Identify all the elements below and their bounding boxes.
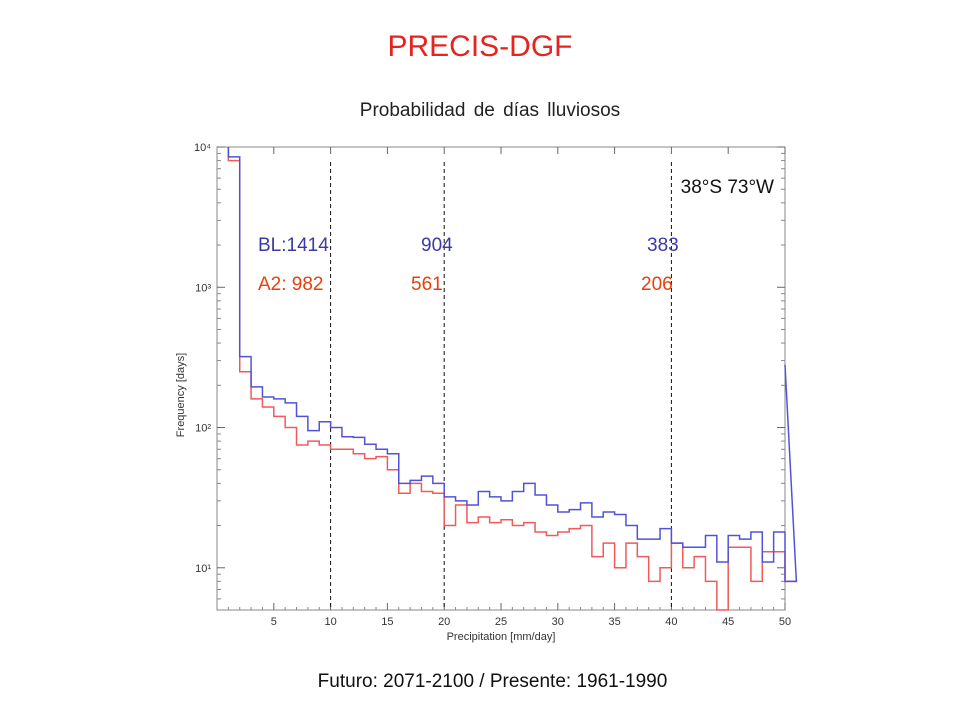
series-group: [227, 147, 798, 611]
y-tick-label: 10¹: [195, 563, 211, 575]
page-title: PRECIS-DGF: [387, 30, 573, 63]
plot-area: [216, 146, 786, 611]
bl-annotation-2: 904: [421, 235, 453, 256]
x-tick-label: 5: [271, 616, 277, 628]
x-tick-label: 35: [608, 616, 620, 628]
x-tick-label: 40: [665, 616, 677, 628]
x-tick-labels: 5 10 15 20 25 30 35 40 45 50: [271, 616, 791, 628]
y-tick-label: 10⁴: [194, 142, 211, 154]
a2-annotation-1: A2: 982: [258, 274, 324, 295]
threshold-lines: [330, 162, 672, 610]
bl-annotation-1: BL:1414: [258, 235, 329, 256]
location-label: 38°S 73°W: [681, 177, 774, 198]
a2-annotation-3: 206: [641, 274, 673, 295]
series-bl: [227, 147, 798, 583]
x-tick-label: 50: [779, 616, 791, 628]
x-tick-label: 10: [324, 616, 336, 628]
x-tick-label: 30: [552, 616, 564, 628]
x-axis-label: Precipitation [mm/day]: [447, 631, 556, 643]
x-tick-label: 15: [381, 616, 393, 628]
y-axis-label: Frequency [days]: [175, 353, 187, 437]
series-a2: [227, 147, 797, 611]
a2-annotation-2: 561: [411, 274, 443, 295]
footer-caption: Futuro: 2071-2100 / Presente: 1961-1990: [317, 671, 668, 692]
x-tick-label: 25: [495, 616, 507, 628]
x-tick-label: 45: [722, 616, 734, 628]
y-tick-label: 10³: [195, 282, 211, 294]
bl-annotation-3: 383: [647, 235, 679, 256]
y-tick-label: 10²: [195, 423, 211, 435]
x-tick-label: 20: [438, 616, 450, 628]
axis-ticks: [217, 146, 786, 611]
y-tick-labels: 10¹ 10² 10³ 10⁴: [194, 142, 211, 575]
page-subtitle: Probabilidad de días lluviosos: [359, 100, 621, 121]
